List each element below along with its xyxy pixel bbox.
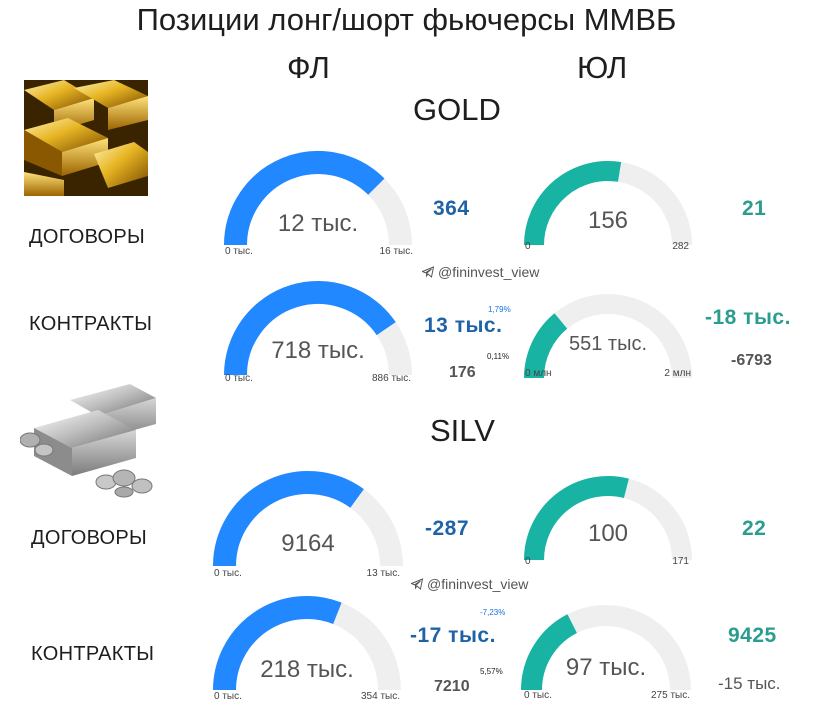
gauge-min-label: 0 тыс. xyxy=(524,690,552,701)
gauge-silv-kontrakty-ul: 97 тыс. 0 тыс. 275 тыс. xyxy=(520,598,692,710)
page-title: Позиции лонг/шорт фьючерсы ММВБ xyxy=(136,2,677,37)
gauge-min-label: 0 тыс. xyxy=(214,691,242,702)
delta-gold-kontrakty-ul: -18 тыс. xyxy=(705,306,791,329)
pct-gold-kontrakty-fl-top: 1,79% xyxy=(488,305,511,314)
gauge-max-label: 282 xyxy=(672,241,689,252)
gauge-silv-kontrakty-fl: 218 тыс. 0 тыс. 354 тыс. xyxy=(212,592,402,710)
column-header-fl: ФЛ xyxy=(287,50,330,85)
sub-silv-kontrakty-ul: -15 тыс. xyxy=(718,674,781,693)
delta-gold-dogovory-fl: 364 xyxy=(433,197,470,220)
column-header-ul: ЮЛ xyxy=(577,50,628,85)
gauge-value: 218 тыс. xyxy=(260,656,354,683)
gauge-fill xyxy=(213,596,342,690)
gauge-min-label: 0 млн xyxy=(525,368,552,379)
gauge-max-label: 354 тыс. xyxy=(360,691,400,702)
gauge-fill xyxy=(224,281,396,375)
gauge-fill xyxy=(521,614,578,690)
pct-gold-kontrakty-fl-bottom: 0,11% xyxy=(487,352,510,361)
gauge-min-label: 0 тыс. xyxy=(214,568,242,579)
gauge-max-label: 171 xyxy=(672,556,689,567)
gauge-gold-kontrakty-fl: 718 тыс. 0 тыс. 886 тыс. xyxy=(223,275,413,393)
row-label-silv-kontrakty: КОНТРАКТЫ xyxy=(31,643,155,665)
row-label-gold-kontrakty: КОНТРАКТЫ xyxy=(29,313,153,335)
silver-bars-image xyxy=(19,378,160,498)
gold-bars-image xyxy=(24,80,148,196)
gauge-max-label: 16 тыс. xyxy=(379,246,413,257)
delta-silv-dogovory-ul: 22 xyxy=(742,517,767,540)
watermark-telegram: @fininvest_view xyxy=(422,264,539,280)
pct-silv-kontrakty-fl-top: -7,23% xyxy=(480,608,506,617)
gauge-value: 9164 xyxy=(281,530,335,557)
delta-gold-dogovory-ul: 21 xyxy=(742,197,767,220)
gauge-value: 97 тыс. xyxy=(565,654,647,681)
gauge-gold-kontrakty-ul: 551 тыс. 0 млн 2 млн xyxy=(523,278,693,396)
telegram-icon xyxy=(411,578,423,590)
sub-gold-kontrakty-fl: 176 xyxy=(449,364,476,381)
gauge-fill xyxy=(224,151,385,245)
gauge-min-label: 0 xyxy=(525,556,531,567)
section-title-gold: GOLD xyxy=(413,92,501,127)
gauge-value: 156 xyxy=(587,207,629,234)
gauge-value: 551 тыс. xyxy=(568,333,648,355)
sub-silv-kontrakty-fl: 7210 xyxy=(434,678,470,695)
gauge-min-label: 0 тыс. xyxy=(225,373,253,384)
row-label-gold-dogovory: ДОГОВОРЫ xyxy=(29,226,146,248)
gauge-fill xyxy=(524,161,622,245)
gauge-max-label: 275 тыс. xyxy=(650,690,690,701)
delta-silv-dogovory-fl: -287 xyxy=(425,517,470,540)
gauge-min-label: 0 xyxy=(525,241,531,252)
section-title-silv: SILV xyxy=(430,413,495,448)
pct-silv-kontrakty-fl-bottom: 5,57% xyxy=(480,667,503,676)
delta-silv-kontrakty-fl: -17 тыс. xyxy=(410,624,496,647)
sub-gold-kontrakty-ul: -6793 xyxy=(731,352,772,369)
gauge-max-label: 886 тыс. xyxy=(371,373,411,384)
gauge-fill xyxy=(213,471,364,566)
gauge-value: 100 xyxy=(587,520,629,547)
row-label-silv-dogovory: ДОГОВОРЫ xyxy=(31,527,148,549)
delta-gold-kontrakty-fl: 13 тыс. xyxy=(424,314,503,337)
gauge-min-label: 0 тыс. xyxy=(225,246,253,257)
gauge-silv-dogovory-ul: 100 0 171 xyxy=(523,460,693,578)
gauge-value: 718 тыс. xyxy=(271,337,365,364)
gauge-gold-dogovory-fl: 12 тыс. 0 тыс. 16 тыс. xyxy=(223,145,413,263)
telegram-icon xyxy=(422,266,434,278)
gauge-value: 12 тыс. xyxy=(277,210,359,237)
gauge-max-label: 2 млн xyxy=(664,368,691,379)
gauge-max-label: 13 тыс. xyxy=(366,568,400,579)
gauge-fill xyxy=(524,476,629,560)
delta-silv-kontrakty-ul: 9425 xyxy=(728,624,777,647)
gauge-silv-dogovory-fl: 9164 0 тыс. 13 тыс. xyxy=(212,462,404,582)
watermark-telegram: @fininvest_view xyxy=(411,576,528,592)
gauge-gold-dogovory-ul: 156 0 282 xyxy=(523,145,693,263)
gauge-fill xyxy=(524,313,568,378)
